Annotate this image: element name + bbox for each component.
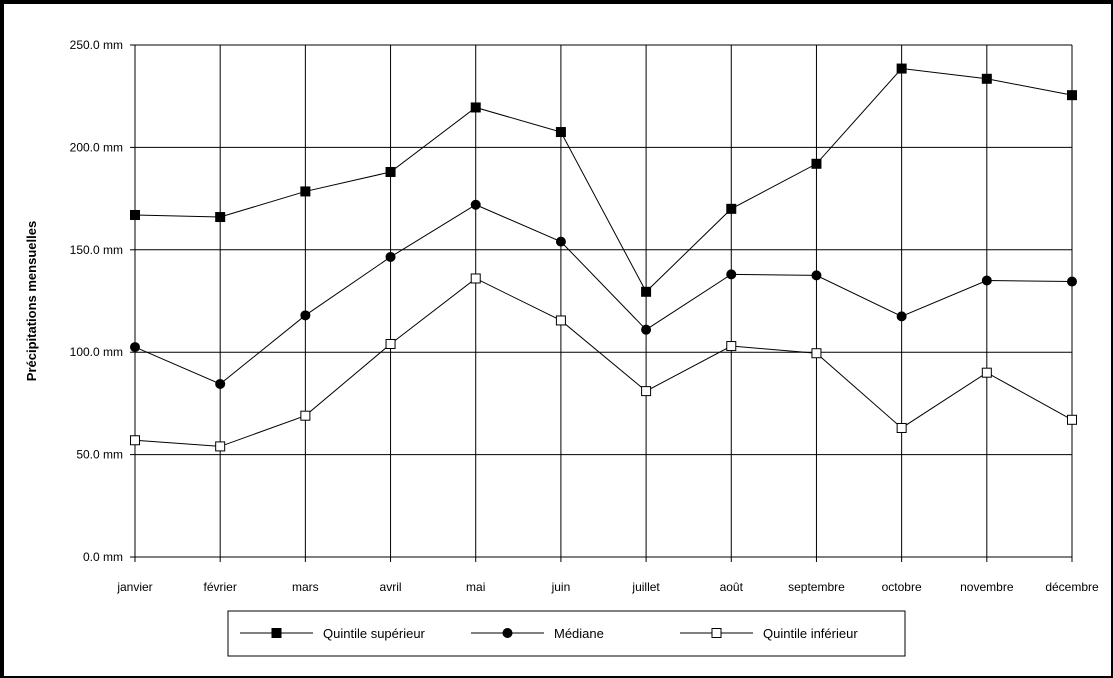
legend-marker-lower-quintile [711, 628, 722, 638]
data-point-median [896, 311, 907, 322]
data-point-upper-quintile [215, 212, 226, 223]
x-tick-label: avril [380, 580, 402, 594]
data-point-median [300, 310, 311, 321]
y-tick-label: 50.0 mm [76, 448, 123, 462]
gridlines [134, 44, 1073, 558]
x-tick-label: mai [466, 580, 485, 594]
legend-label-median: Médiane [554, 626, 604, 641]
legend-label-lower-quintile: Quintile inférieur [763, 626, 858, 641]
x-tick-label: juillet [631, 580, 660, 594]
data-point-upper-quintile [470, 102, 481, 113]
y-tick-label: 150.0 mm [70, 243, 123, 257]
x-tick-label: janvier [116, 580, 152, 594]
x-tick-label: novembre [960, 580, 1014, 594]
series-line-upper-quintile [134, 68, 1073, 293]
data-point-lower-quintile [385, 339, 396, 350]
x-tick-label: décembre [1045, 580, 1099, 594]
data-point-median [811, 270, 822, 281]
axes: 0.0 mm 50.0 mm 100.0 mm 150.0 mm 200.0 mm 250… [70, 38, 1099, 594]
data-point-median [1067, 276, 1077, 287]
y-tick-label: 100.0 mm [70, 345, 123, 359]
data-point-lower-quintile [811, 348, 822, 359]
x-tick-label: septembre [788, 580, 845, 594]
data-point-upper-quintile [300, 186, 311, 197]
data-point-lower-quintile [896, 422, 907, 433]
series-line-lower-quintile [134, 277, 1073, 447]
series [130, 63, 1077, 452]
data-point-median [555, 236, 566, 247]
data-point-lower-quintile [641, 386, 652, 397]
y-axis-label: Précipitations mensuelles [24, 221, 39, 381]
x-tick-label: octobre [882, 580, 922, 594]
legend-box [227, 610, 906, 657]
data-point-upper-quintile [811, 158, 822, 169]
y-tick-label: 250.0 mm [70, 38, 123, 52]
data-point-lower-quintile [130, 435, 140, 446]
data-point-upper-quintile [726, 203, 737, 214]
data-point-lower-quintile [981, 367, 992, 378]
data-point-upper-quintile [981, 73, 992, 84]
y-tick-label: 0.0 mm [83, 550, 123, 564]
x-tick-label: février [204, 580, 237, 594]
legend-marker-median [502, 628, 513, 638]
data-point-lower-quintile [215, 441, 226, 452]
data-point-upper-quintile [896, 63, 907, 74]
x-tick-label: juin [551, 580, 571, 594]
data-point-upper-quintile [385, 166, 396, 177]
data-point-median [215, 378, 226, 389]
data-point-median [641, 324, 652, 335]
data-point-upper-quintile [641, 286, 652, 297]
data-point-median [130, 342, 140, 353]
legend-label-upper-quintile: Quintile supérieur [323, 626, 426, 641]
data-point-upper-quintile [1067, 90, 1077, 101]
data-point-median [981, 275, 992, 286]
legend: Quintile supérieur Médiane Quintile inféri… [227, 610, 906, 657]
data-point-lower-quintile [555, 315, 566, 326]
x-tick-label: août [720, 580, 744, 594]
data-point-lower-quintile [300, 410, 311, 421]
data-point-upper-quintile [555, 127, 566, 138]
series-line-median [134, 204, 1073, 385]
data-point-median [470, 199, 481, 210]
y-tick-label: 200.0 mm [70, 140, 123, 154]
x-tick-label: mars [292, 580, 319, 594]
data-point-median [726, 269, 737, 280]
data-point-median [385, 251, 396, 262]
legend-marker-upper-quintile [271, 628, 282, 638]
data-point-upper-quintile [130, 209, 140, 220]
data-point-lower-quintile [470, 273, 481, 284]
data-point-lower-quintile [1067, 414, 1077, 425]
data-point-lower-quintile [726, 341, 737, 352]
